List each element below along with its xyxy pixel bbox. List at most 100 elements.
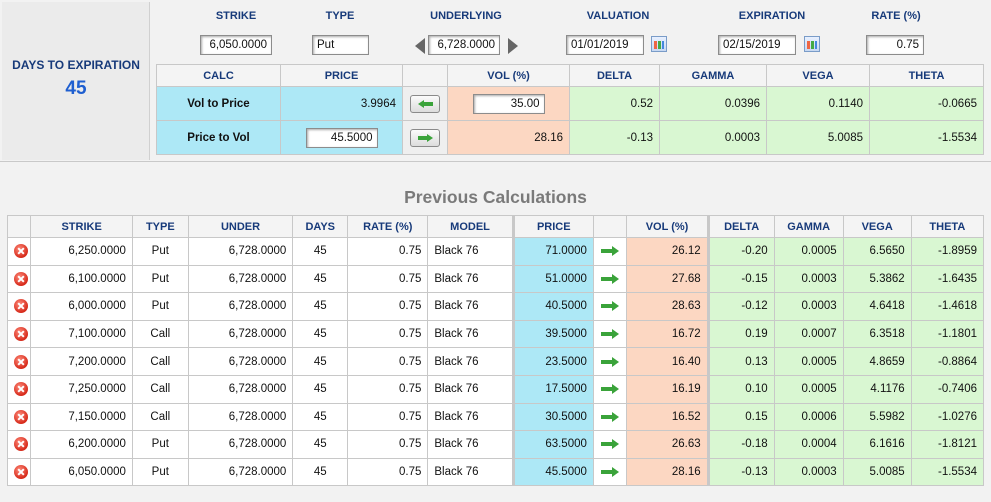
hist-col-vol: VOL (%) [626,215,709,238]
arrow-right-icon[interactable] [601,329,620,340]
row-type: Call [131,347,189,376]
table-row[interactable]: 7,100.0000 Call 6,728.0000 45 0.75 Black 76 39… [6,319,985,349]
table-row[interactable]: 6,000.0000 Put 6,728.0000 45 0.75 Black 76 40.… [6,292,985,321]
row-delta: 0.19 [706,319,775,349]
delete-icon[interactable] [14,327,28,342]
type-select[interactable]: Put [312,35,369,55]
table-row[interactable]: 7,150.0000 Call 6,728.0000 45 0.75 Black 76 30… [6,402,985,432]
arrow-right-icon[interactable] [601,301,620,312]
row-gamma: 0.0003 [773,292,844,321]
price-to-vol-delta: -0.13 [569,120,660,155]
arrow-right-icon[interactable] [601,356,620,367]
compute-price-button[interactable] [410,94,440,113]
underlying-label: UNDERLYING [430,10,502,22]
table-row[interactable]: 6,100.0000 Put 6,728.0000 45 0.75 Black 76 51.… [6,264,985,294]
row-rate: 0.75 [347,402,429,432]
row-delete-cell [6,237,32,266]
calc-col-delta: DELTA [569,64,660,87]
valuation-calendar-icon[interactable] [651,36,667,52]
table-row[interactable]: 7,200.0000 Call 6,728.0000 45 0.75 Black 76 23… [6,347,985,376]
underlying-input[interactable]: 6,728.0000 [428,35,500,55]
delete-icon[interactable] [14,271,28,286]
table-row[interactable]: 6,250.0000 Put 6,728.0000 45 0.75 Black 76 71.… [6,237,985,266]
strike-label: STRIKE [215,10,257,22]
row-type: Call [131,402,189,432]
strike-input[interactable]: 6,050.0000 [200,35,272,55]
row-reload-cell [592,374,628,404]
arrow-right-icon[interactable] [601,439,620,450]
row-delta: -0.18 [706,430,775,459]
delete-icon[interactable] [14,354,28,369]
delete-icon[interactable] [14,437,28,452]
price-input-cell: 45.5000 [280,120,403,155]
arrow-right-icon[interactable] [601,384,620,395]
delete-icon[interactable] [14,465,28,480]
increase-underlying-icon[interactable] [508,38,518,54]
row-delta: -0.20 [706,237,775,266]
hist-col-theta: THETA [910,215,985,238]
row-days: 45 [292,457,349,487]
delete-icon[interactable] [14,382,28,397]
hist-col-action [592,215,628,238]
row-reload-cell [592,430,628,459]
row-theta: -0.8864 [910,347,985,376]
row-delta: 0.13 [706,347,775,376]
vol-to-price-label: Vol to Price [156,86,281,121]
vol-to-price-row: Vol to Price 3.9964 35.00 0.52 0.0396 0.… [156,86,984,121]
expiration-date-input[interactable]: 02/15/2019 [718,35,796,55]
calc-col-theta: THETA [869,64,984,87]
row-delete-cell [6,374,32,404]
row-strike: 6,050.0000 [30,457,133,487]
arrow-right-icon[interactable] [601,273,620,284]
price-to-vol-theta: -1.5534 [869,120,984,155]
delete-icon[interactable] [14,244,28,259]
price-to-vol-row: Price to Vol 45.5000 28.16 -0.13 0.0003 … [156,120,984,155]
row-delete-cell [6,292,32,321]
hist-col-gamma: GAMMA [773,215,844,238]
arrow-right-icon[interactable] [601,246,620,257]
row-price: 51.0000 [511,264,594,294]
rate-input[interactable]: 0.75 [866,35,924,55]
expiration-calendar-icon[interactable] [804,36,820,52]
row-gamma: 0.0003 [773,457,844,487]
expiration-label: EXPIRATION [738,10,806,22]
row-under: 6,728.0000 [187,237,294,266]
row-model: Black 76 [427,430,514,459]
price-input[interactable]: 45.5000 [305,127,378,148]
arrow-right-icon[interactable] [601,411,620,422]
row-rate: 0.75 [347,430,429,459]
row-delta: 0.10 [706,374,775,404]
row-under: 6,728.0000 [187,319,294,349]
row-delta: -0.13 [706,457,775,487]
rate-label: RATE (%) [871,10,921,22]
row-model: Black 76 [427,292,514,321]
vol-to-price-price: 3.9964 [280,86,403,121]
table-row[interactable]: 6,200.0000 Put 6,728.0000 45 0.75 Black 76 63.… [6,430,985,459]
vol-to-price-delta: 0.52 [569,86,660,121]
row-gamma: 0.0005 [773,374,844,404]
calc-col-price: PRICE [280,64,403,87]
row-days: 45 [292,347,349,376]
compute-vol-button[interactable] [410,128,440,147]
row-vega: 5.3862 [842,264,912,294]
delete-icon[interactable] [14,409,28,424]
row-vol: 16.52 [626,402,709,432]
table-row[interactable]: 7,250.0000 Call 6,728.0000 45 0.75 Black 76 17… [6,374,985,404]
table-row[interactable]: 6,050.0000 Put 6,728.0000 45 0.75 Black 76 45.… [6,457,985,487]
arrow-right-icon[interactable] [601,467,620,478]
hist-col-under: UNDER [187,215,294,238]
row-strike: 6,000.0000 [30,292,133,321]
delete-icon[interactable] [14,299,28,314]
arrow-right-icon [418,133,433,143]
row-type: Call [131,374,189,404]
vol-input[interactable]: 35.00 [472,93,545,114]
row-strike: 6,200.0000 [30,430,133,459]
row-delta: 0.15 [706,402,775,432]
row-delta: -0.12 [706,292,775,321]
decrease-underlying-icon[interactable] [415,38,425,54]
row-under: 6,728.0000 [187,292,294,321]
row-vol: 26.63 [626,430,709,459]
row-gamma: 0.0006 [773,402,844,432]
valuation-date-input[interactable]: 01/01/2019 [566,35,644,55]
row-model: Black 76 [427,264,514,294]
